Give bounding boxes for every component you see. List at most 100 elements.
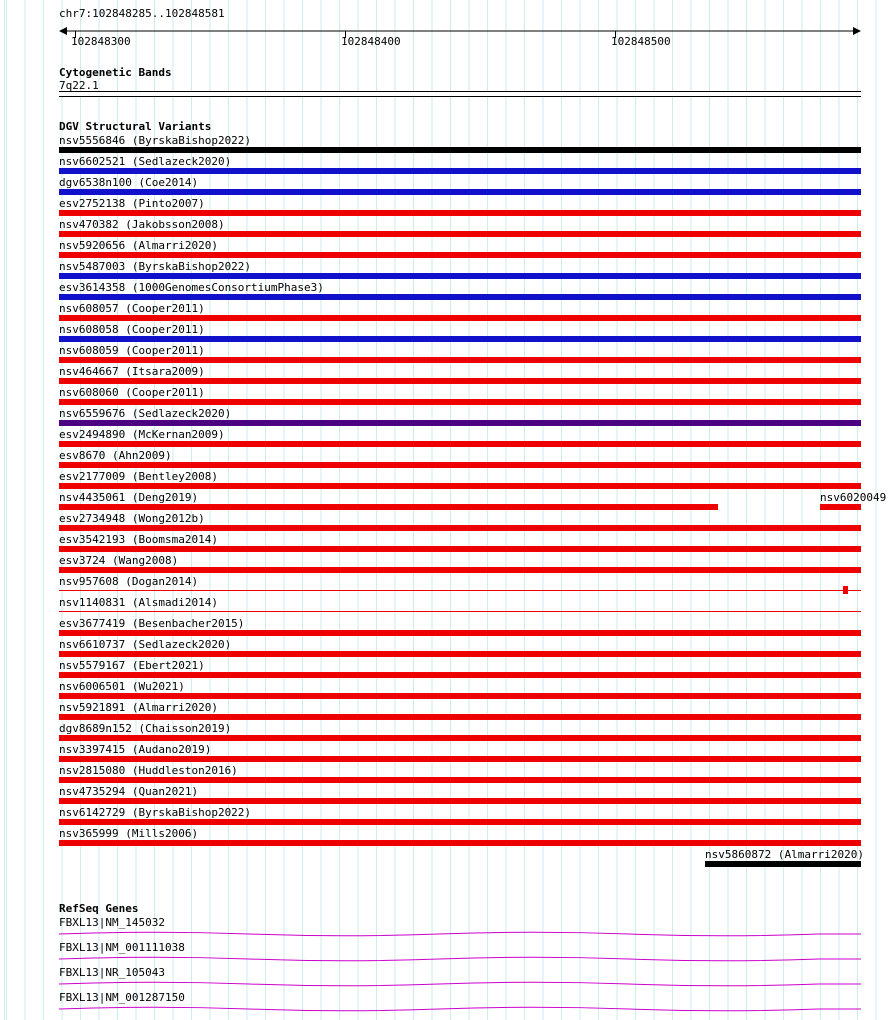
variant-label[interactable]: nsv5920656 (Almarri2020): [59, 239, 218, 252]
variant-label[interactable]: esv3677419 (Besenbacher2015): [59, 617, 245, 630]
variant-bar[interactable]: [59, 777, 861, 783]
variant-label[interactable]: nsv5921891 (Almarri2020): [59, 701, 218, 714]
cytoband-name: 7q22.1: [59, 79, 99, 92]
variant-bar[interactable]: [59, 252, 861, 258]
variant-bar[interactable]: [59, 672, 861, 678]
gene-glyph[interactable]: [59, 953, 861, 965]
genes-heading: RefSeq Genes: [59, 902, 139, 915]
variants-heading: DGV Structural Variants: [59, 120, 212, 133]
variant-bar[interactable]: [59, 399, 861, 405]
variant-tick[interactable]: [843, 586, 848, 594]
variant-label[interactable]: nsv5556846 (ByrskaBishop2022): [59, 134, 252, 147]
variant-bar[interactable]: [59, 546, 861, 552]
variant-label[interactable]: nsv470382 (Jakobsson2008): [59, 218, 225, 231]
variant-bar[interactable]: [59, 231, 861, 237]
variant-bar[interactable]: [59, 378, 861, 384]
gene-glyph[interactable]: [59, 978, 861, 990]
ruler-tick: [75, 31, 76, 38]
variant-label[interactable]: nsv464667 (Itsara2009): [59, 365, 205, 378]
ruler: [59, 27, 861, 35]
variant-label[interactable]: nsv5487003 (ByrskaBishop2022): [59, 260, 252, 273]
variant-label[interactable]: nsv5579167 (Ebert2021): [59, 659, 205, 672]
ruler-tick-label: 102848500: [611, 35, 671, 48]
variant-bar[interactable]: [59, 590, 861, 591]
variant-label[interactable]: nsv4435061 (Deng2019): [59, 491, 199, 504]
gene-glyph[interactable]: [59, 1003, 861, 1015]
variant-label[interactable]: dgv6538n100 (Coe2014): [59, 176, 199, 189]
variant-right-label[interactable]: nsv6020049 (: [820, 491, 887, 504]
variant-bar[interactable]: [59, 630, 861, 636]
variant-label[interactable]: nsv365999 (Mills2006): [59, 827, 199, 840]
variant-label[interactable]: esv3724 (Wang2008): [59, 554, 179, 567]
variant-bar[interactable]: [59, 294, 861, 300]
variant-bar[interactable]: [59, 420, 861, 426]
variant-label[interactable]: esv8670 (Ahn2009): [59, 449, 172, 462]
variant-bar[interactable]: [59, 525, 861, 531]
variant-bar[interactable]: [59, 273, 861, 279]
variant-bar[interactable]: [59, 483, 861, 489]
variant-label[interactable]: nsv608058 (Cooper2011): [59, 323, 205, 336]
variant-label[interactable]: esv2752138 (Pinto2007): [59, 197, 205, 210]
variant-bar[interactable]: [59, 798, 861, 804]
variant-label[interactable]: dgv8689n152 (Chaisson2019): [59, 722, 232, 735]
variant-label[interactable]: nsv4735294 (Quan2021): [59, 785, 199, 798]
gene-label[interactable]: FBXL13|NM_001287150: [59, 991, 185, 1004]
region-label: chr7:102848285..102848581: [59, 7, 225, 20]
gene-glyph[interactable]: [59, 928, 861, 940]
ruler-tick-label: 102848300: [71, 35, 131, 48]
variant-bar[interactable]: [59, 357, 861, 363]
variant-label[interactable]: nsv608059 (Cooper2011): [59, 344, 205, 357]
variant-bar[interactable]: [59, 735, 861, 741]
variant-bar[interactable]: [820, 504, 861, 510]
variant-label[interactable]: nsv5860872 (Almarri2020): [705, 848, 864, 861]
ruler-tick: [345, 31, 346, 38]
variant-bar[interactable]: [59, 714, 861, 720]
variant-bar[interactable]: [59, 336, 861, 342]
variant-label[interactable]: nsv608060 (Cooper2011): [59, 386, 205, 399]
variant-label[interactable]: esv2177009 (Bentley2008): [59, 470, 218, 483]
variant-bar[interactable]: [59, 189, 861, 195]
gene-intron-line: [59, 956, 861, 962]
variant-bar[interactable]: [705, 861, 861, 867]
variant-bar[interactable]: [59, 315, 861, 321]
variant-label[interactable]: esv3542193 (Boomsma2014): [59, 533, 218, 546]
variant-label[interactable]: nsv608057 (Cooper2011): [59, 302, 205, 315]
variant-label[interactable]: nsv2815080 (Huddleston2016): [59, 764, 238, 777]
variant-bar[interactable]: [59, 840, 861, 846]
variant-label[interactable]: nsv3397415 (Audano2019): [59, 743, 212, 756]
variant-label[interactable]: nsv6610737 (Sedlazeck2020): [59, 638, 232, 651]
gene-label[interactable]: FBXL13|NM_145032: [59, 916, 165, 929]
variant-bar[interactable]: [59, 504, 718, 510]
variant-label[interactable]: esv3614358 (1000GenomesConsortiumPhase3): [59, 281, 324, 294]
gene-label[interactable]: FBXL13|NR_105043: [59, 966, 165, 979]
variant-bar[interactable]: [59, 210, 861, 216]
gene-intron-line: [59, 1006, 861, 1012]
variant-bar[interactable]: [59, 441, 861, 447]
variant-bar[interactable]: [59, 651, 861, 657]
variant-label[interactable]: nsv6006501 (Wu2021): [59, 680, 185, 693]
variant-label[interactable]: esv2494890 (McKernan2009): [59, 428, 225, 441]
ruler-right-arrow-icon: [853, 27, 861, 35]
variant-bar[interactable]: [59, 819, 861, 825]
ruler-tick: [615, 31, 616, 38]
variant-bar[interactable]: [59, 168, 861, 174]
variant-bar[interactable]: [59, 611, 861, 612]
variant-bar[interactable]: [59, 462, 861, 468]
cytoband-bar: [59, 91, 861, 97]
variant-label[interactable]: nsv6559676 (Sedlazeck2020): [59, 407, 232, 420]
gene-label[interactable]: FBXL13|NM_001111038: [59, 941, 185, 954]
variant-bar[interactable]: [59, 147, 861, 153]
ruler-left-arrow-icon: [59, 27, 67, 35]
variant-label[interactable]: nsv957608 (Dogan2014): [59, 575, 199, 588]
variant-bar[interactable]: [59, 756, 861, 762]
variant-label[interactable]: nsv6142729 (ByrskaBishop2022): [59, 806, 252, 819]
variant-label[interactable]: nsv1140831 (Alsmadi2014): [59, 596, 218, 609]
variant-bar[interactable]: [59, 567, 861, 573]
variant-bar[interactable]: [59, 693, 861, 699]
gene-intron-line: [59, 931, 861, 937]
variant-label[interactable]: nsv6602521 (Sedlazeck2020): [59, 155, 232, 168]
variant-label[interactable]: esv2734948 (Wong2012b): [59, 512, 205, 525]
cytobands-heading: Cytogenetic Bands: [59, 66, 172, 79]
